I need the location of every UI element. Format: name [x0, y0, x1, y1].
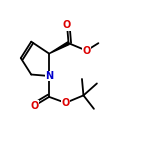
Text: N: N	[45, 71, 53, 81]
Polygon shape	[49, 42, 69, 54]
Text: O: O	[82, 46, 91, 56]
Text: O: O	[61, 98, 70, 108]
Text: O: O	[30, 101, 38, 111]
Text: O: O	[63, 20, 71, 30]
